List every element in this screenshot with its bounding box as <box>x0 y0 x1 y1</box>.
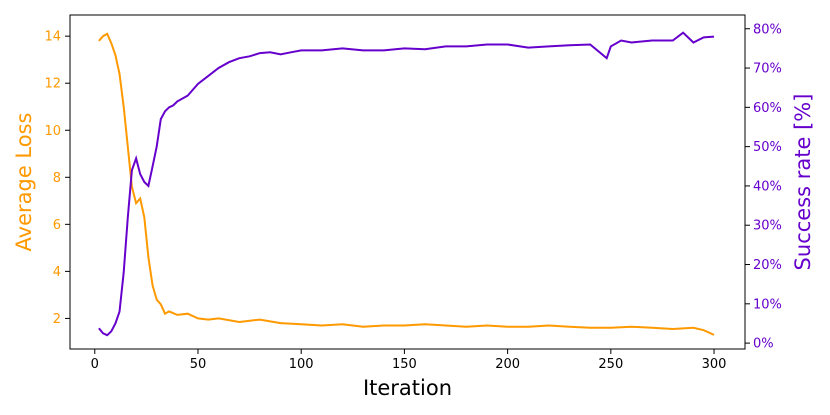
x-axis-title: Iteration <box>363 376 452 400</box>
x-tick-label: 150 <box>392 357 417 372</box>
x-tick-label: 0 <box>91 357 99 372</box>
series-line-average-loss <box>98 32 715 336</box>
x-tick-label: 200 <box>495 357 520 372</box>
ticks-layer: 0 50 100 150 200 250 300 2 4 6 8 10 12 14 0% 10% 20% 30% 4… <box>44 22 781 372</box>
y-left-tick-label: 14 <box>44 30 61 45</box>
y-axis-left-title: Average Loss <box>12 113 36 252</box>
y-right-tick-label: 70% <box>753 62 782 77</box>
y-left-tick-label: 2 <box>53 312 61 327</box>
y-left-tick-label: 12 <box>44 77 61 92</box>
y-right-tick-label: 30% <box>753 219 782 234</box>
x-tick-label: 100 <box>289 357 314 372</box>
y-left-tick-label: 8 <box>53 171 61 186</box>
plot-frame <box>69 14 746 350</box>
y-right-tick-label: 50% <box>753 140 782 155</box>
series-line-success-rate <box>98 31 715 337</box>
y-right-tick-label: 60% <box>753 101 782 116</box>
x-tick-label: 50 <box>190 357 207 372</box>
y-right-tick-label: 0% <box>753 337 774 352</box>
y-axis-right-title: Success rate [%] <box>791 94 815 271</box>
y-left-tick-label: 10 <box>44 124 61 139</box>
y-right-tick-label: 20% <box>753 258 782 273</box>
y-right-tick-label: 80% <box>753 22 782 37</box>
y-right-tick-label: 10% <box>753 297 782 312</box>
y-right-tick-label: 40% <box>753 179 782 194</box>
x-tick-label: 300 <box>702 357 727 372</box>
y-left-tick-label: 4 <box>53 265 61 280</box>
x-tick-label: 250 <box>598 357 623 372</box>
y-left-tick-label: 6 <box>53 218 61 233</box>
